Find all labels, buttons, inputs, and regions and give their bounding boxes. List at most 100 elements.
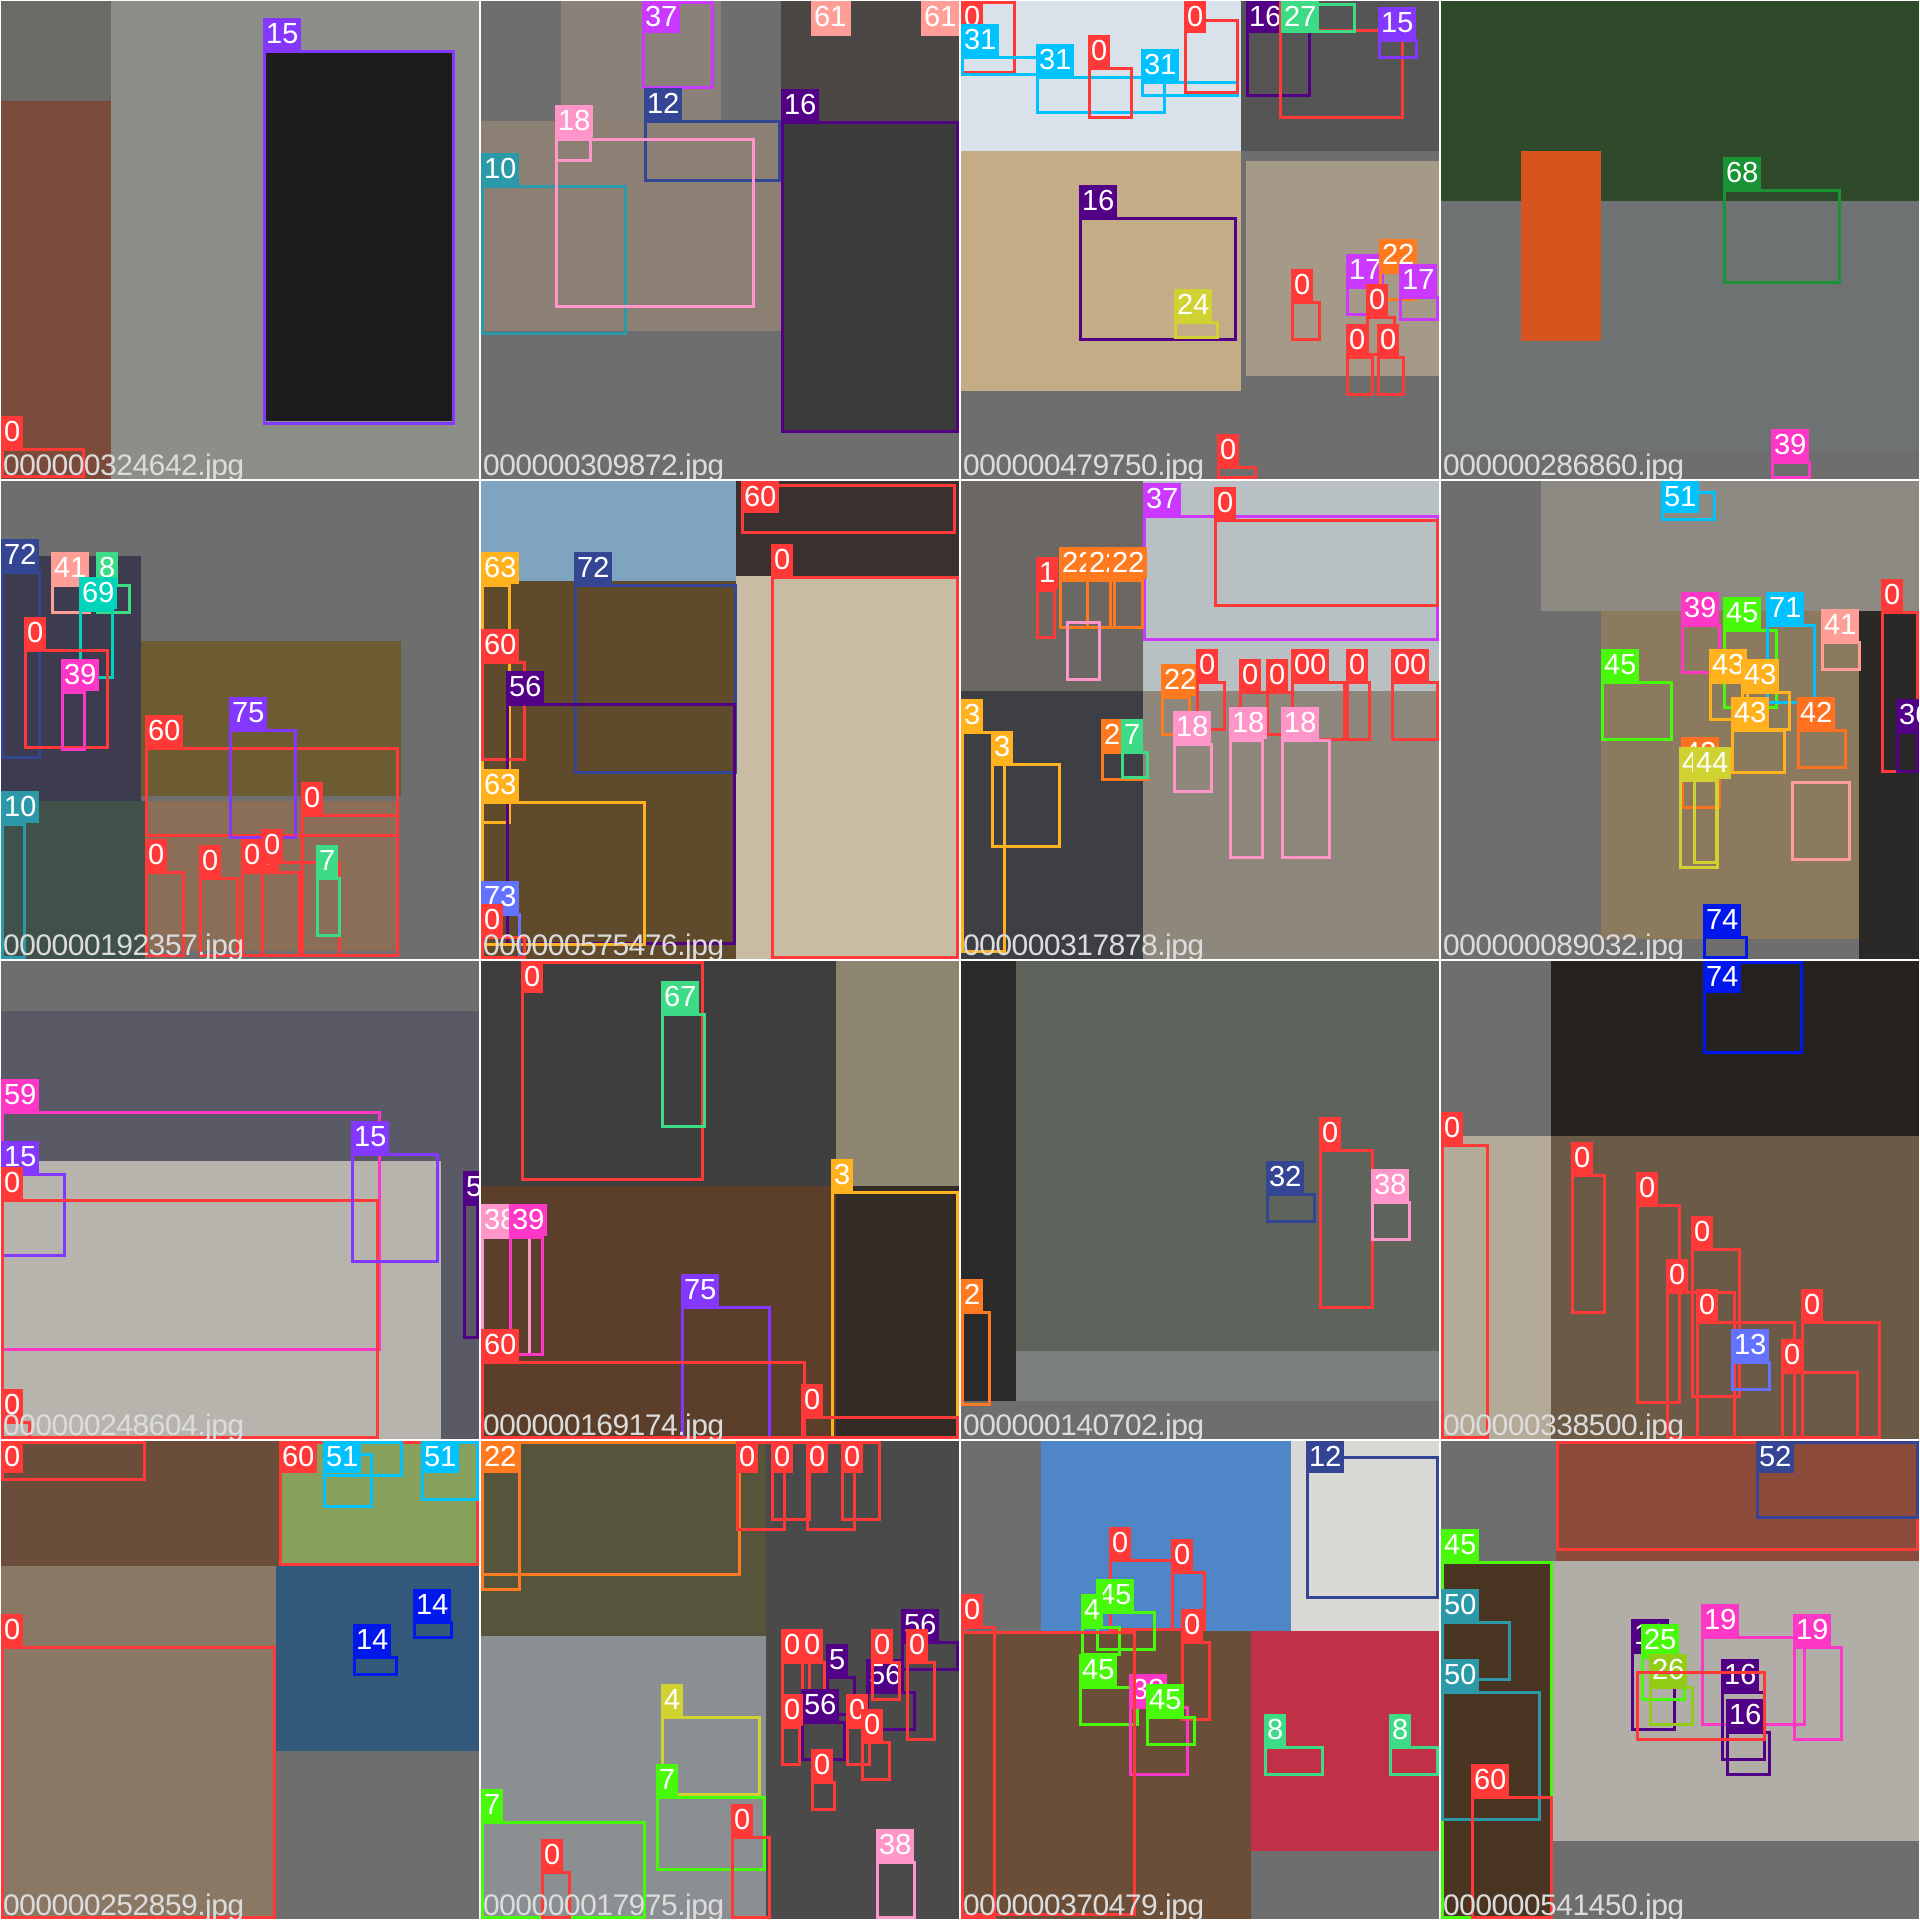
mosaic-tile: 12000454045384588000000370479.jpg [961, 1441, 1439, 1919]
detection-box [1184, 19, 1239, 94]
detection-box [771, 576, 959, 959]
detection-box [661, 1013, 706, 1128]
detection-label: 67 [661, 981, 700, 1013]
detection-box [353, 1656, 398, 1676]
detection-label: 0 [861, 1709, 884, 1741]
detection-label: 0 [1801, 1289, 1824, 1321]
detection-label: 25 [1641, 1624, 1680, 1656]
detection-box [1649, 1686, 1694, 1726]
detection-label: 60 [741, 481, 780, 513]
detection-box [199, 877, 239, 957]
detection-label: 19 [1793, 1614, 1832, 1646]
detection-label: 0 [811, 1749, 834, 1781]
detection-label: 0 [1, 1614, 24, 1646]
detection-label: 0 [481, 904, 504, 936]
detection-label: 38 [1371, 1169, 1410, 1201]
detection-label: 18 [555, 105, 594, 137]
tile-filename: 000000317878.jpg [963, 929, 1204, 959]
detection-label: 0 [1, 1441, 24, 1473]
detection-label: 45 [1096, 1579, 1135, 1611]
detection-label: 50 [1441, 1589, 1480, 1621]
detection-label: 0 [1881, 579, 1904, 611]
detection-box [1571, 1174, 1606, 1314]
detection-box [413, 1621, 453, 1639]
detection-box [1441, 1144, 1489, 1439]
detection-label: 18 [1229, 707, 1268, 739]
detection-label: 43 [1709, 649, 1748, 681]
detection-label: 69 [79, 577, 118, 609]
detection-label: 22 [481, 1441, 520, 1473]
detection-box [1229, 739, 1264, 859]
tile-filename: 000000192357.jpg [3, 929, 244, 959]
mosaic-tile: 68 39 000000286860.jpg [1441, 1, 1919, 479]
tile-filename: 000000248604.jpg [3, 1409, 244, 1439]
detection-label: 14 [413, 1589, 452, 1621]
detection-label: 19 [1701, 1604, 1740, 1636]
detection-box [1174, 321, 1219, 339]
image-patch [561, 1, 721, 121]
detection-box [1726, 1731, 1771, 1776]
tile-filename: 000000575476.jpg [483, 929, 724, 959]
detection-label: 18 [1281, 707, 1320, 739]
detection-label: 0 [1214, 487, 1237, 519]
detection-label: 0 [1346, 324, 1369, 356]
detection-box [316, 877, 341, 937]
detection-label: 8 [1389, 1714, 1412, 1746]
detection-label: 38 [876, 1829, 915, 1861]
detection-label: 0 [1441, 1112, 1464, 1144]
detection-label: 12 [1306, 1441, 1345, 1473]
image-patch [145, 801, 399, 951]
detection-label: 10 [1, 791, 40, 823]
mosaic-tile: 0 32 38 2 000000140702.jpg [961, 961, 1439, 1439]
detection-label: 8 [96, 552, 119, 584]
detection-box [1781, 1371, 1859, 1439]
detection-label: 0 [1184, 1, 1207, 33]
tile-filename: 000000089032.jpg [1443, 929, 1684, 959]
detection-label: 63 [481, 769, 520, 801]
detection-box [781, 1726, 801, 1766]
detection-box [1319, 1149, 1374, 1309]
detection-label: 0 [1571, 1142, 1594, 1174]
tile-filename: 000000286860.jpg [1443, 449, 1684, 479]
image-patch [781, 121, 959, 431]
detection-label: 3 [991, 731, 1014, 763]
detection-box [1797, 729, 1847, 769]
detection-box [1636, 1204, 1681, 1404]
image-patch [1556, 1441, 1919, 1561]
detection-label: 0 [841, 1441, 864, 1473]
detection-box [1, 1199, 379, 1439]
detection-label: 1 [1036, 557, 1059, 589]
detection-label: 0 [199, 845, 222, 877]
detection-label: 37 [642, 1, 681, 33]
detection-label: 44 [1693, 747, 1732, 779]
detection-label: 61 [921, 1, 959, 33]
image-patch [1, 1566, 276, 1919]
detection-box [481, 936, 526, 959]
mosaic-tile: 59 15 0 15 5 0 000000248604.jpg [1, 961, 479, 1439]
detection-box [1771, 461, 1811, 479]
detection-label: 0 [871, 1629, 894, 1661]
detection-label: 16 [1721, 1659, 1760, 1691]
detection-box [961, 1311, 991, 1406]
detection-box [1377, 356, 1405, 396]
detection-label: 13 [1731, 1329, 1770, 1361]
detection-label: 2 [961, 1279, 984, 1311]
tile-filename: 000000479750.jpg [963, 449, 1204, 479]
detection-label: 0 [24, 617, 47, 649]
mosaic-tile: 37 61 61 12 16 18 10 000000309872.jpg [481, 1, 959, 479]
detection-label: 31 [961, 24, 1000, 56]
detection-box [1346, 681, 1371, 741]
detection-label: 43 [1741, 659, 1780, 691]
detection-box [1793, 1646, 1843, 1741]
detection-label: 36 [1896, 699, 1919, 731]
detection-box [1281, 739, 1331, 859]
detection-label: 45 [1601, 649, 1640, 681]
detection-label: 18 [1173, 711, 1212, 743]
detection-label: 00 [1291, 649, 1330, 681]
detection-label: 7 [1121, 719, 1144, 751]
detection-box [1086, 579, 1116, 629]
detection-label: 0 [781, 1629, 804, 1661]
detection-box [1266, 1193, 1316, 1223]
detection-box [24, 649, 109, 749]
detection-box [736, 1441, 786, 1531]
